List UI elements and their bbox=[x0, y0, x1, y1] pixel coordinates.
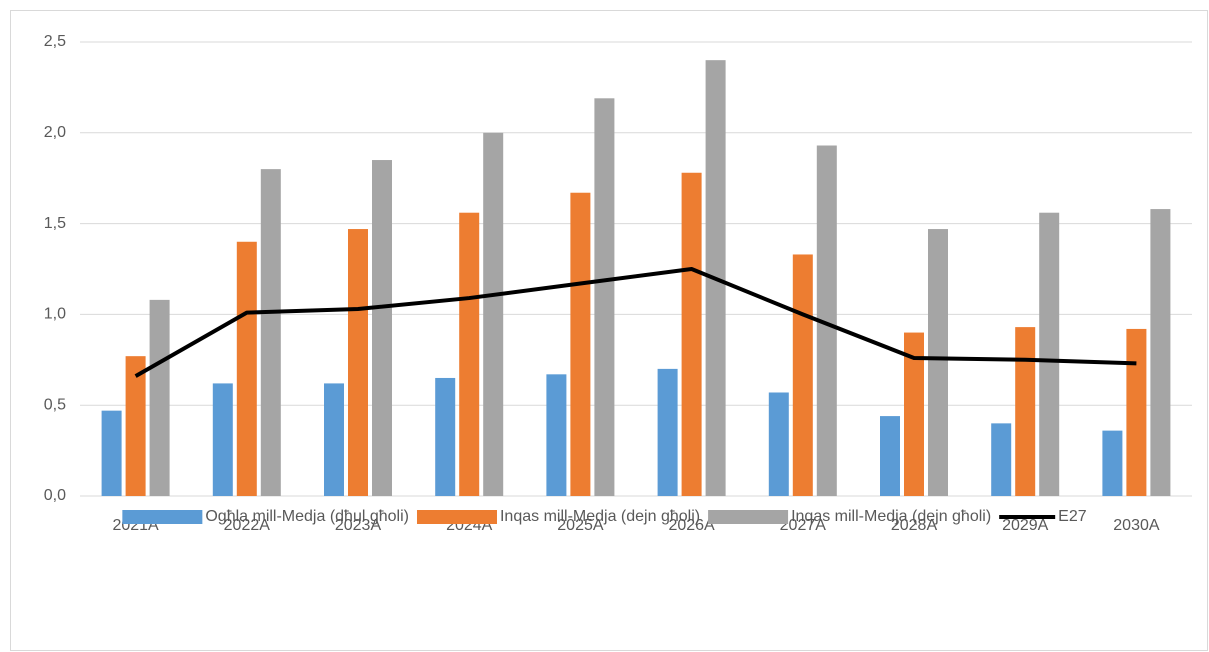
bar bbox=[928, 229, 948, 496]
legend-label: Inqas mill-Medja (dejn għoli) bbox=[791, 508, 991, 525]
bar bbox=[681, 172, 702, 496]
legend-swatch bbox=[416, 510, 497, 524]
bar bbox=[483, 132, 504, 497]
x-tick-label: 2028A bbox=[891, 517, 938, 534]
x-tick-label: 2030A bbox=[1113, 517, 1160, 534]
legend-label: Ogħla mill-Medja (dħul għoli) bbox=[205, 508, 409, 525]
bar bbox=[149, 299, 170, 496]
bar bbox=[1039, 212, 1060, 497]
bar bbox=[570, 192, 591, 496]
legend-swatch bbox=[122, 510, 203, 524]
bar bbox=[657, 368, 678, 496]
bar bbox=[1015, 327, 1036, 496]
line bbox=[134, 267, 1137, 378]
bar bbox=[125, 356, 146, 496]
x-tick-label: 2025A bbox=[557, 517, 604, 534]
bar bbox=[435, 377, 456, 496]
bar bbox=[594, 98, 615, 497]
bar bbox=[348, 229, 368, 496]
bar bbox=[792, 254, 813, 496]
y-tick-label: 0,0 bbox=[44, 487, 66, 504]
x-tick-label: 2027A bbox=[780, 517, 827, 534]
bar bbox=[324, 383, 344, 496]
bar bbox=[372, 160, 392, 497]
x-tick-label: 2023A bbox=[335, 517, 382, 534]
x-tick-label: 2022A bbox=[224, 517, 271, 534]
legend-label: E27 bbox=[1058, 508, 1087, 525]
bar bbox=[1102, 430, 1123, 496]
bar bbox=[546, 374, 567, 496]
bar bbox=[236, 241, 257, 496]
x-tick-label: 2026A bbox=[668, 517, 715, 534]
y-tick-label: 1,5 bbox=[44, 215, 66, 232]
bar bbox=[880, 416, 900, 496]
bar bbox=[768, 392, 789, 496]
bar bbox=[1150, 209, 1171, 496]
x-tick-label: 2029A bbox=[1002, 517, 1049, 534]
y-tick-label: 1,0 bbox=[44, 306, 66, 323]
y-tick-label: 2,0 bbox=[44, 124, 66, 141]
bar bbox=[816, 145, 837, 496]
y-tick-label: 2,5 bbox=[44, 33, 66, 50]
y-tick-label: 0,5 bbox=[44, 396, 66, 413]
bar bbox=[991, 423, 1012, 496]
bar bbox=[101, 410, 122, 496]
legend-swatch bbox=[708, 510, 789, 524]
bar bbox=[459, 212, 480, 497]
bar bbox=[904, 332, 924, 496]
bar bbox=[212, 383, 233, 496]
legend-label: Inqas mill-Medja (dejn għoli) bbox=[500, 508, 700, 525]
bar bbox=[1126, 328, 1147, 496]
bar bbox=[260, 169, 281, 496]
